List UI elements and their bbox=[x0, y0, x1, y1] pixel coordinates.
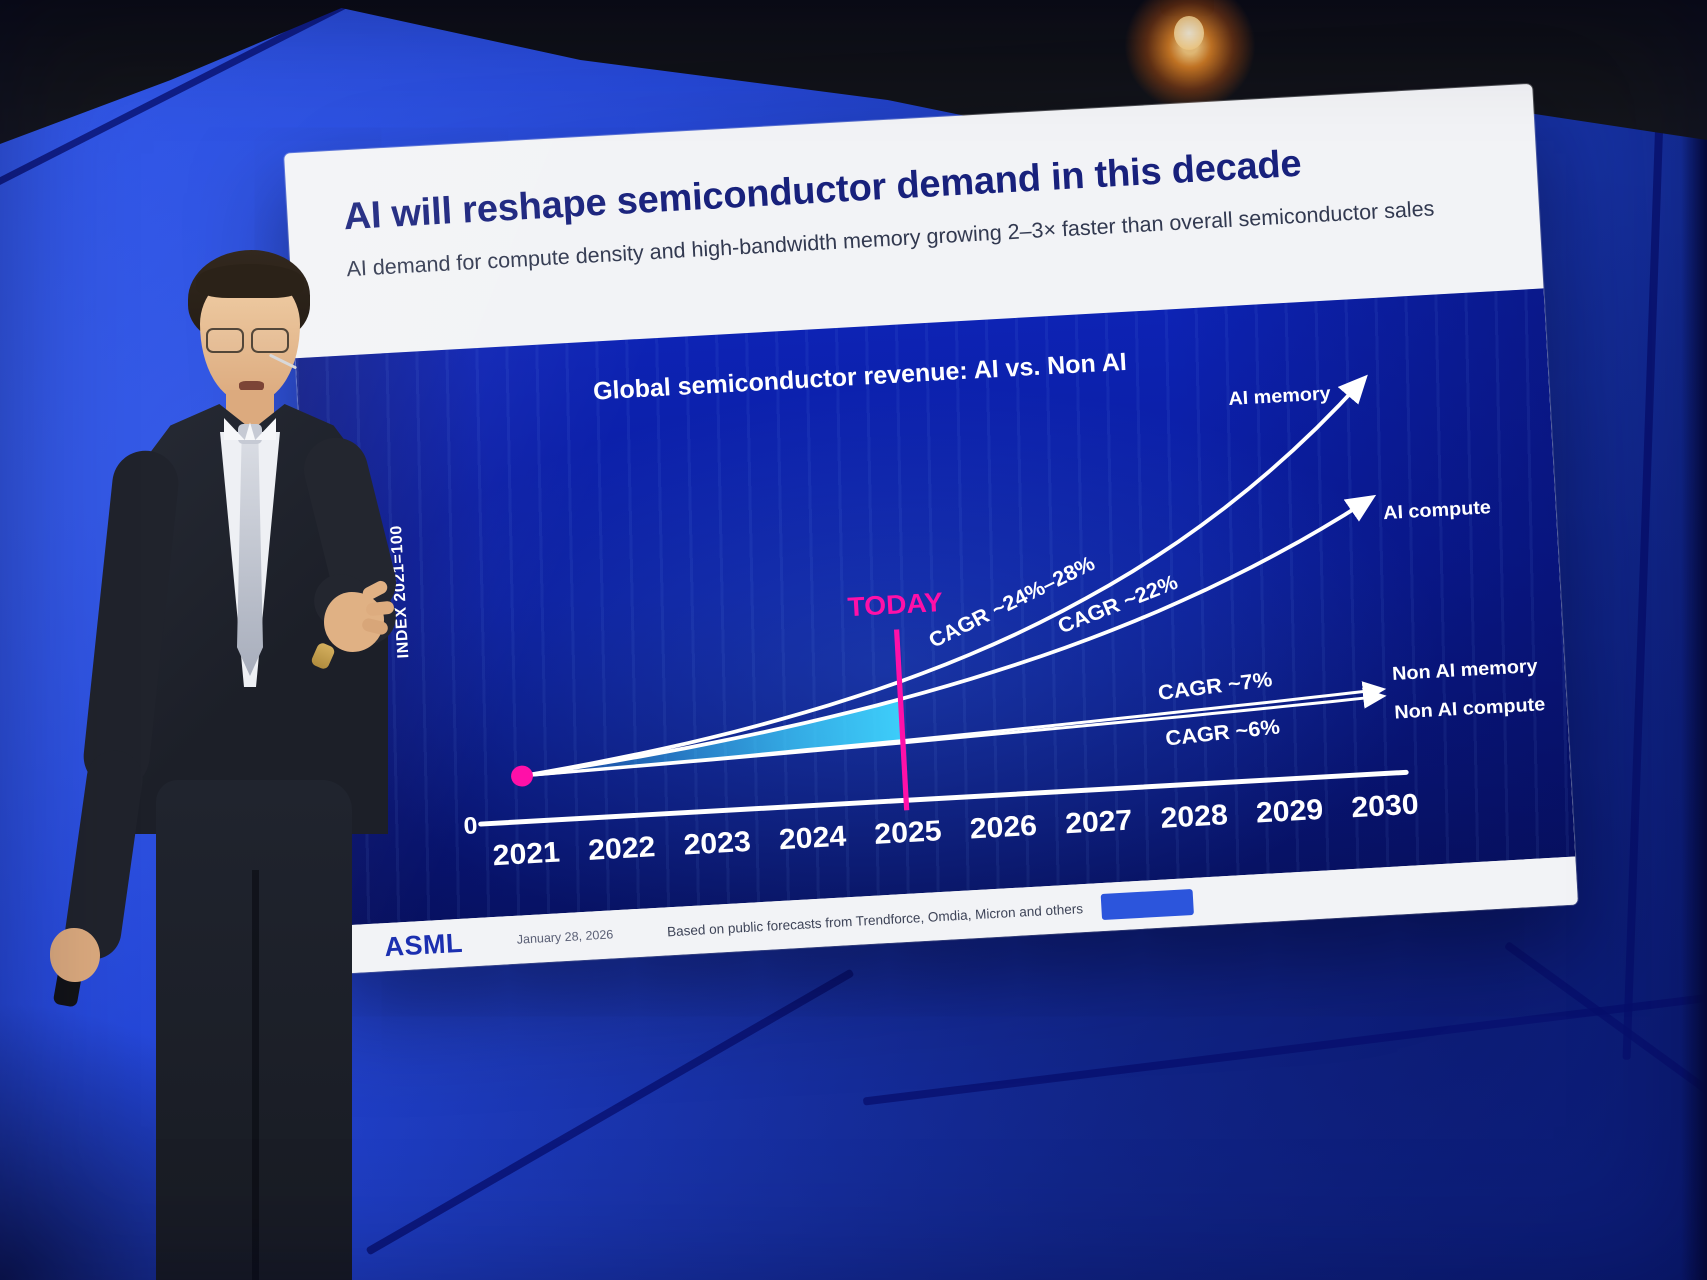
semiconductor-revenue-chart: 0 TODAY 2021 2022 2023 2024 2025 2026 2027 2028 20… bbox=[463, 374, 1546, 872]
presenter-hairline bbox=[196, 264, 304, 298]
svg-text:2024: 2024 bbox=[778, 820, 847, 856]
source-note: Based on public forecasts from Trendforc… bbox=[666, 900, 1084, 939]
svg-text:2021: 2021 bbox=[492, 836, 561, 872]
footer-accent-block bbox=[1100, 888, 1194, 921]
svg-text:0: 0 bbox=[463, 813, 478, 840]
spotlight-lamp bbox=[1174, 16, 1204, 50]
svg-text:2026: 2026 bbox=[969, 809, 1038, 845]
presenter-trousers bbox=[156, 780, 352, 1280]
presenter bbox=[0, 240, 460, 1280]
glasses-lens bbox=[206, 328, 244, 353]
svg-text:Non AI memory: Non AI memory bbox=[1392, 655, 1539, 685]
svg-text:2025: 2025 bbox=[874, 815, 943, 851]
presentation-slide: AI will reshape semiconductor demand in … bbox=[284, 83, 1578, 975]
glasses-lens bbox=[251, 328, 289, 353]
svg-text:CAGR ~7%: CAGR ~7% bbox=[1157, 668, 1274, 705]
svg-text:2023: 2023 bbox=[683, 825, 752, 861]
presenter-glasses bbox=[206, 328, 298, 354]
svg-text:2022: 2022 bbox=[587, 831, 656, 867]
slide-date: January 28, 2026 bbox=[516, 927, 614, 947]
svg-text:AI memory: AI memory bbox=[1228, 383, 1332, 410]
svg-text:2030: 2030 bbox=[1351, 788, 1420, 824]
svg-text:2027: 2027 bbox=[1064, 804, 1133, 840]
presenter-left-hand bbox=[50, 928, 100, 982]
chart-panel: Global semiconductor revenue: AI vs. Non… bbox=[295, 288, 1576, 927]
svg-text:AI compute: AI compute bbox=[1383, 497, 1492, 524]
svg-text:Non AI compute: Non AI compute bbox=[1394, 694, 1546, 724]
stage-right-edge-shadow bbox=[1681, 0, 1707, 1280]
svg-text:TODAY: TODAY bbox=[847, 587, 944, 623]
svg-text:2028: 2028 bbox=[1160, 799, 1229, 835]
presenter-tie bbox=[237, 436, 263, 676]
svg-text:CAGR ~6%: CAGR ~6% bbox=[1164, 715, 1281, 750]
svg-text:2029: 2029 bbox=[1255, 793, 1324, 829]
